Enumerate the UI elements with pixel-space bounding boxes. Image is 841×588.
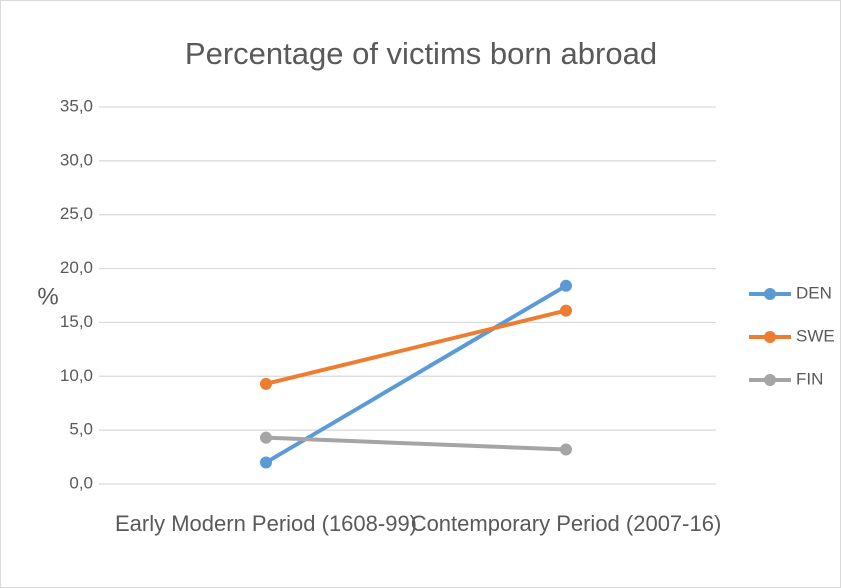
- legend-label: DEN: [796, 283, 832, 302]
- marker: [560, 443, 572, 456]
- x-tick-label: Contemporary Period (2007-16): [410, 511, 722, 536]
- y-tick-label: 35,0: [60, 96, 93, 115]
- chart-title: Percentage of victims born abroad: [185, 36, 657, 71]
- y-tick-label: 20,0: [60, 258, 93, 277]
- y-axis-label: %: [37, 283, 58, 310]
- line: [264, 284, 568, 465]
- x-tick-label: Early Modern Period (1608-99): [114, 511, 418, 536]
- legend-marker: [764, 331, 776, 343]
- legend-label: SWE: [796, 326, 835, 345]
- marker: [560, 279, 572, 292]
- y-tick-label: 30,0: [60, 150, 93, 169]
- line: [265, 308, 567, 386]
- line: [265, 435, 567, 452]
- y-tick-label: 10,0: [60, 366, 93, 385]
- y-tick-label: 0,0: [69, 473, 93, 492]
- legend-label: FIN: [796, 369, 823, 388]
- y-tick-label: 5,0: [69, 420, 93, 439]
- y-tick-label: 25,0: [60, 204, 93, 223]
- marker: [560, 304, 572, 317]
- marker: [260, 456, 272, 469]
- legend-marker: [764, 374, 776, 386]
- y-tick-label: 15,0: [60, 312, 93, 331]
- legend-marker: [764, 288, 776, 300]
- marker: [260, 431, 272, 444]
- marker: [260, 377, 272, 390]
